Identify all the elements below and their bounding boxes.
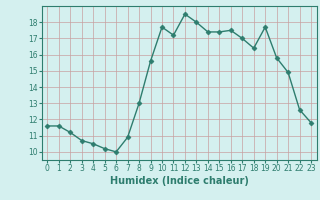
X-axis label: Humidex (Indice chaleur): Humidex (Indice chaleur) (110, 176, 249, 186)
